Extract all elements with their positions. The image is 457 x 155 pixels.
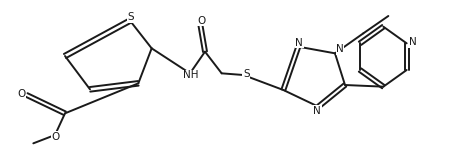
Text: N: N xyxy=(409,37,416,47)
Text: N: N xyxy=(336,44,344,54)
Text: NH: NH xyxy=(183,70,199,80)
Text: S: S xyxy=(243,69,250,79)
Text: N: N xyxy=(296,38,303,48)
Text: N: N xyxy=(314,106,321,116)
Text: S: S xyxy=(128,12,134,22)
Text: O: O xyxy=(197,16,205,26)
Text: O: O xyxy=(17,89,26,99)
Text: O: O xyxy=(52,132,60,142)
